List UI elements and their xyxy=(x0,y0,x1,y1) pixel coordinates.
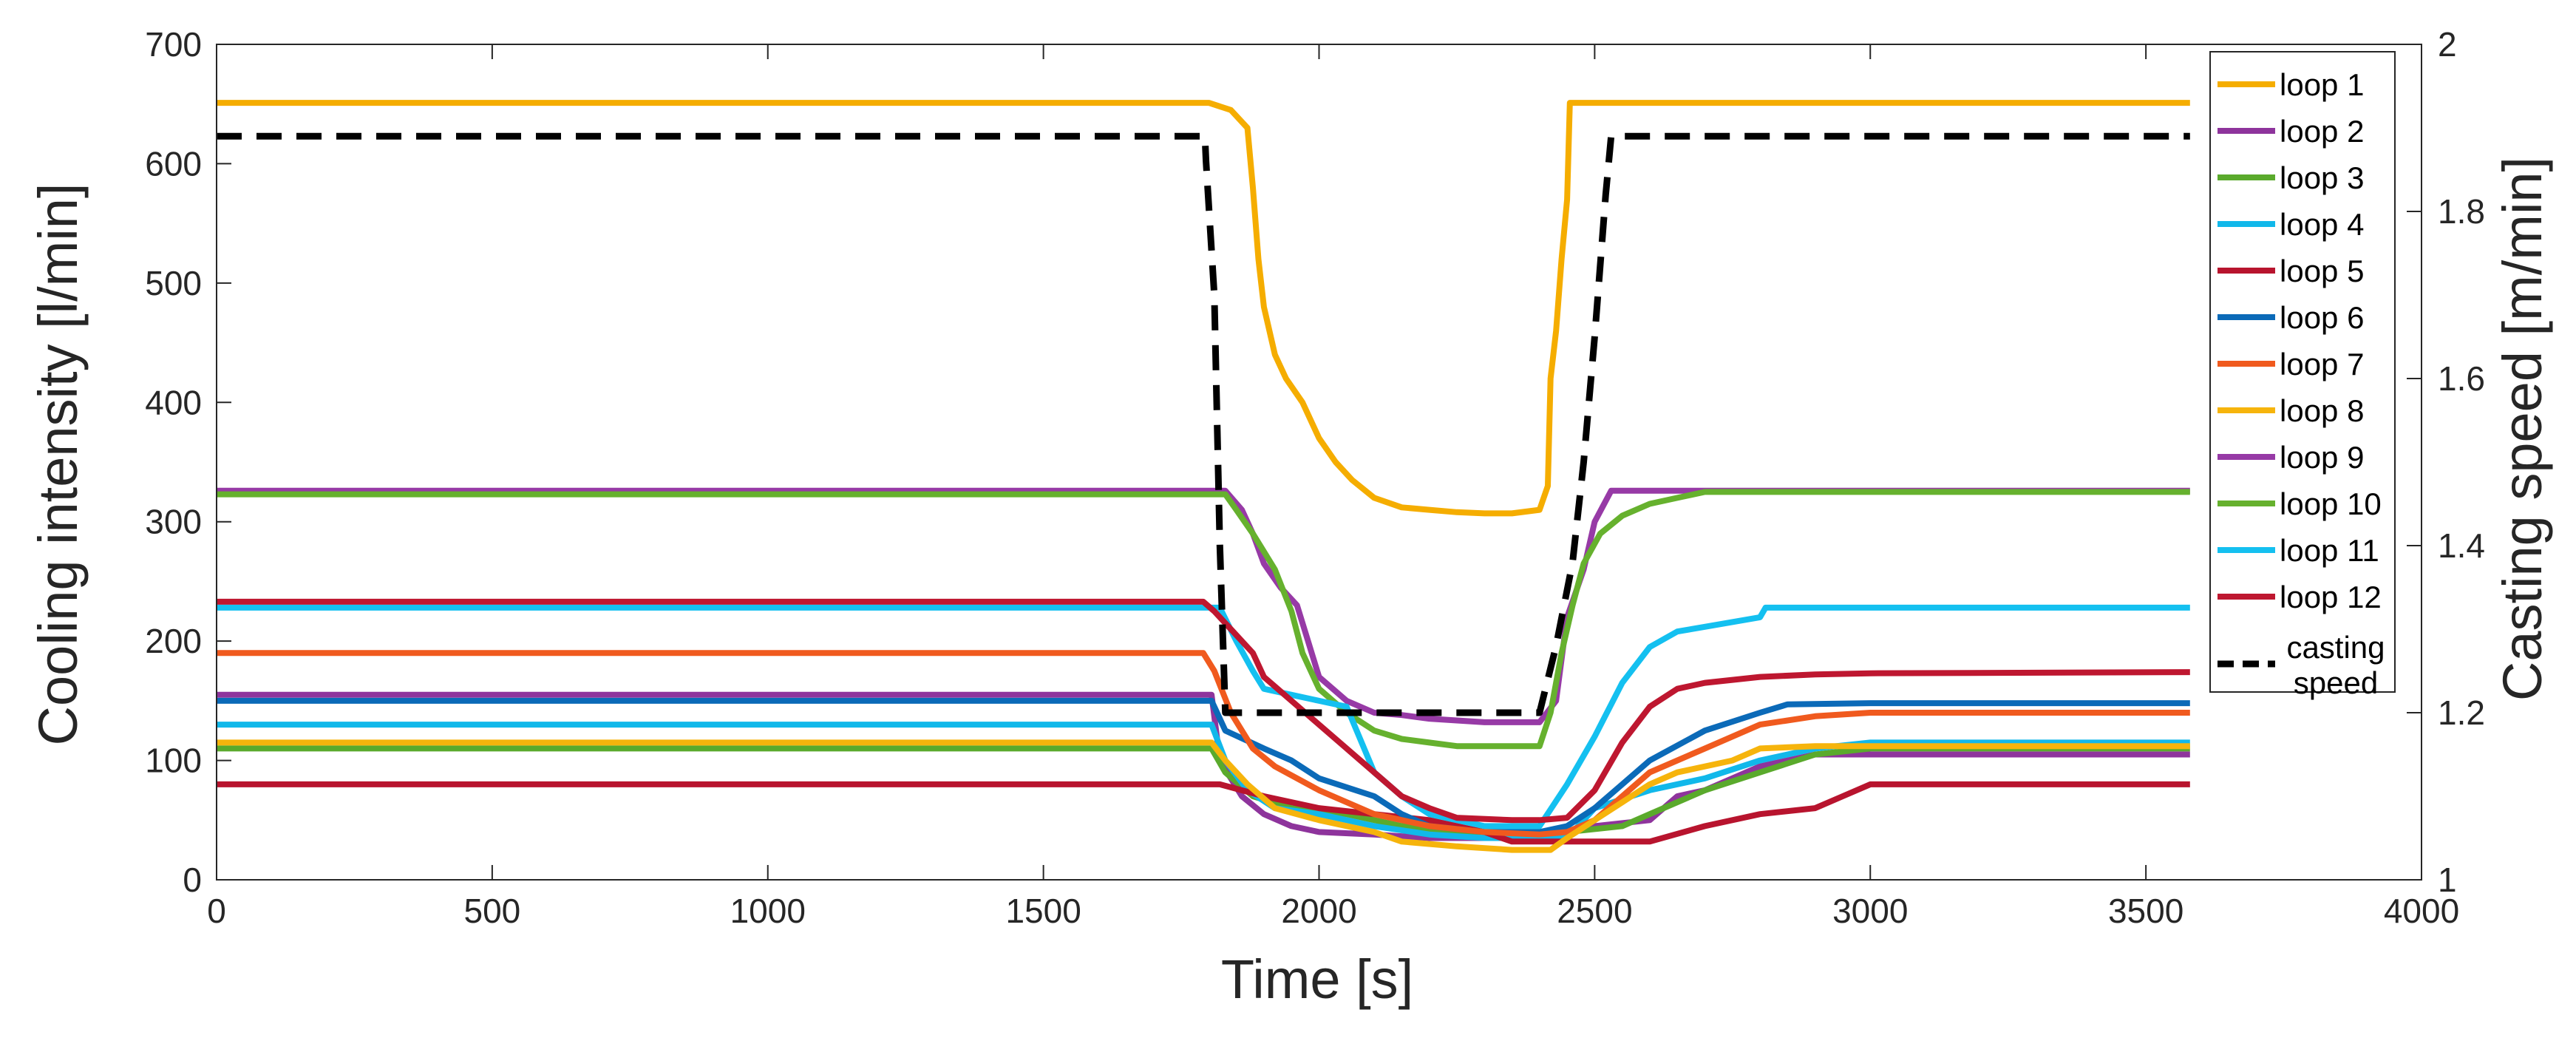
legend-label: loop 2 xyxy=(2280,114,2364,149)
y-right-tick-label: 1.8 xyxy=(2438,192,2485,231)
y-left-tick-label: 700 xyxy=(145,25,202,64)
legend-label: loop 7 xyxy=(2280,347,2364,381)
x-tick-label: 3000 xyxy=(1832,892,1908,930)
x-tick-label: 500 xyxy=(464,892,521,930)
x-tick-label: 0 xyxy=(207,892,226,930)
x-tick-label: 1500 xyxy=(1005,892,1081,930)
legend-label: loop 10 xyxy=(2280,486,2382,521)
legend-label: loop 9 xyxy=(2280,440,2364,475)
x-tick-label: 2000 xyxy=(1281,892,1356,930)
series-line-loop-7 xyxy=(217,650,2190,838)
y-left-tick-label: 100 xyxy=(145,742,202,780)
x-tick-label: 4000 xyxy=(2384,892,2459,930)
legend: loop 1 loop 2 loop 3 loop 4 loop 5 loop 6 loop… xyxy=(2209,51,2396,700)
series-line-loop-1 xyxy=(217,100,2190,517)
legend-box xyxy=(2209,51,2396,693)
y-right-tick-label: 1.2 xyxy=(2438,693,2485,732)
x-tick-label: 1000 xyxy=(730,892,806,930)
y-right-tick-label: 1.4 xyxy=(2438,526,2485,565)
x-tick-label: 2500 xyxy=(1557,892,1632,930)
legend-label: loop 4 xyxy=(2280,207,2364,242)
y-right-tick-label: 1 xyxy=(2438,861,2457,899)
y-left-tick-label: 0 xyxy=(183,861,202,899)
legend-label: loop 8 xyxy=(2280,393,2364,428)
x-tick-label: 3500 xyxy=(2108,892,2184,930)
series-line-loop-10 xyxy=(217,489,2190,750)
y-left-tick-label: 300 xyxy=(145,503,202,541)
y-axis-left-label: Cooling intensity [l/min] xyxy=(27,183,89,746)
legend-label: loop 12 xyxy=(2280,580,2382,614)
y-left-tick-label: 400 xyxy=(145,383,202,421)
legend-label: loop 1 xyxy=(2280,67,2364,102)
series-line-loop-5 xyxy=(217,781,2190,845)
y-right-tick-label: 1.6 xyxy=(2438,359,2485,398)
legend-label: loop 3 xyxy=(2280,160,2364,195)
series-line-casting-speed xyxy=(217,132,2190,716)
x-axis-label: Time [s] xyxy=(1221,949,1413,1010)
y-axis-right-label: Casting speed [m/min] xyxy=(2492,157,2553,701)
plot-lines xyxy=(217,100,2190,853)
legend-label: casting speed xyxy=(2286,630,2385,700)
series-line-loop-8 xyxy=(217,739,2190,853)
legend-label: loop 11 xyxy=(2280,533,2379,568)
series-line-loop-12 xyxy=(217,598,2190,824)
ticks: 0 500 1000 1500 2000 2500 3000 3500 400001002003… xyxy=(145,25,2485,930)
y-left-tick-label: 200 xyxy=(145,622,202,660)
y-right-tick-label: 2 xyxy=(2438,25,2457,64)
y-left-tick-label: 600 xyxy=(145,144,202,183)
legend-label: loop 6 xyxy=(2280,300,2364,335)
legend-label: loop 5 xyxy=(2280,254,2364,288)
y-left-tick-label: 500 xyxy=(145,264,202,302)
series-line-loop-4 xyxy=(217,722,2190,841)
